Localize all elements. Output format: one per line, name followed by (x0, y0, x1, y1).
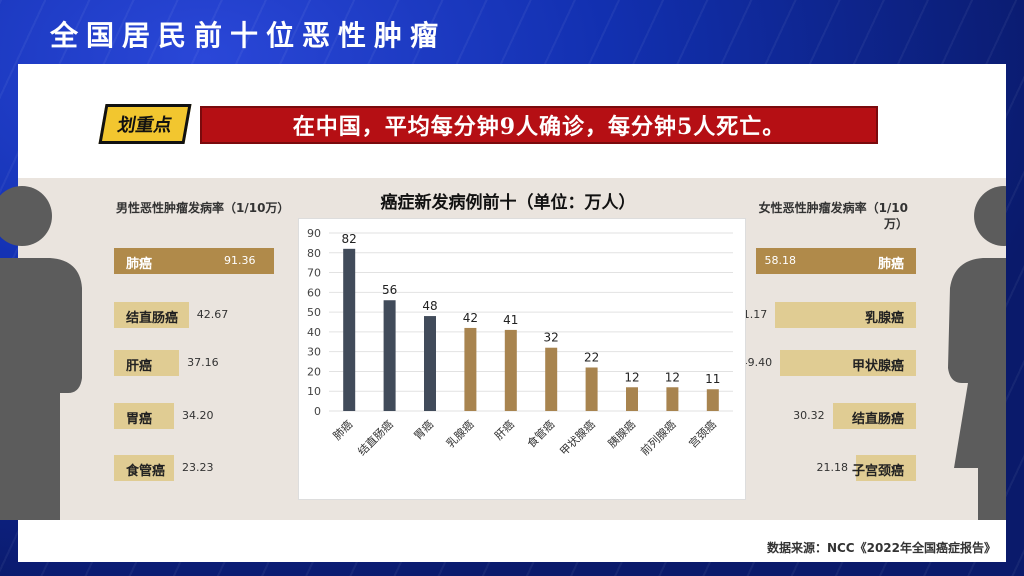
bar-label: 子宫颈癌 (851, 464, 904, 479)
headline-banner: 在中国，平均每分钟9人确诊，每分钟5人死亡。 (200, 106, 878, 144)
bar-value: 30.32 (793, 409, 825, 422)
bar-label: 胃癌 (126, 412, 153, 427)
bar-value-label: 41 (503, 313, 518, 327)
main-panel: 划重点 在中国，平均每分钟9人确诊，每分钟5人死亡。 男性恶性肿瘤发病率（1/1… (0, 64, 1006, 562)
y-tick-label: 40 (307, 326, 321, 339)
y-tick-label: 60 (307, 286, 321, 299)
badge-text: 划重点 (115, 115, 174, 136)
bar-chart: 0 10 20 30 40 50 60 70 80 90 82 肺癌 56 结直肠癌 48 胃癌 42 乳腺癌 41… (307, 227, 733, 458)
x-tick-label: 肝癌 (491, 417, 516, 442)
bar (585, 367, 598, 411)
bar (464, 327, 477, 411)
y-tick-label: 50 (307, 306, 321, 319)
bar-value: 91.36 (224, 254, 256, 267)
y-tick-label: 70 (307, 267, 321, 280)
bar (545, 347, 558, 411)
bar-label: 结直肠癌 (126, 311, 179, 326)
y-tick-label: 0 (314, 405, 321, 418)
bar-fill (856, 455, 916, 481)
data-source: 数据来源：NCC《2022年全国癌症报告》 (766, 541, 996, 555)
bar-fill (114, 455, 174, 481)
y-tick-label: 90 (307, 227, 321, 240)
bar-label: 肺癌 (877, 257, 904, 272)
bar-value: 21.18 (816, 461, 849, 474)
y-tick-label: 20 (307, 365, 321, 378)
x-tick-label: 肺癌 (330, 417, 355, 442)
bar-value-label: 48 (422, 299, 437, 313)
bar-fill (780, 350, 916, 376)
bar-fill (114, 302, 189, 328)
bar-label: 乳腺癌 (864, 311, 904, 326)
bar (424, 316, 436, 411)
x-tick-label: 胃癌 (411, 417, 436, 442)
bar-value-label: 11 (705, 372, 720, 386)
bar (383, 300, 396, 411)
bar-fill (832, 403, 916, 429)
y-tick-label: 10 (307, 385, 321, 398)
bar-row: 结直肠癌 30.32 (740, 403, 916, 429)
bar-fill (114, 403, 174, 429)
bar-fill (114, 350, 180, 376)
bar-row: 甲状腺癌 49.40 (740, 350, 916, 376)
x-tick-label: 结直肠癌 (355, 417, 396, 458)
bar-value-label: 56 (382, 283, 397, 297)
bar-row: 子宫颈癌 21.18 (740, 455, 916, 481)
bar (706, 389, 719, 411)
bar-row: 乳腺癌 51.17 (736, 302, 916, 328)
chart-area: 0 10 20 30 40 50 60 70 80 90 82 肺癌 56 结直肠癌 48 胃癌 42 乳腺癌 41… (298, 218, 746, 500)
highlight-badge: 划重点 (98, 104, 192, 144)
bar-value: 23.23 (182, 461, 214, 474)
bar (343, 248, 356, 411)
male-panel-title: 男性恶性肿瘤发病率（1/10万） (116, 201, 290, 215)
bar-row: 肝癌 37.16 (114, 350, 284, 376)
bar-value: 58.18 (764, 254, 797, 267)
bar-row: 胃癌 34.20 (114, 403, 284, 429)
bar-fill (114, 248, 274, 274)
page-title: 全国居民前十位恶性肿瘤 (50, 19, 447, 52)
female-panel-title: 女性恶性肿瘤发病率（1/10万） (758, 201, 908, 231)
bar-value-label: 12 (665, 370, 680, 384)
female-figure-icon (948, 186, 1006, 520)
bar-fill (756, 248, 916, 274)
x-tick-label: 胰腺癌 (605, 417, 638, 450)
bar-fill (775, 302, 916, 328)
bar-label: 肺癌 (126, 257, 153, 272)
x-tick-label: 前列腺癌 (638, 417, 679, 458)
bar-row: 肺癌 91.36 (114, 248, 284, 274)
male-figure-icon (0, 186, 82, 520)
bar-label: 肝癌 (126, 359, 153, 374)
y-tick-label: 80 (307, 247, 321, 260)
bar (626, 387, 638, 411)
bar-label: 甲状腺癌 (851, 359, 904, 374)
chart-title: 癌症新发病例前十（单位：万人） (380, 193, 636, 213)
x-tick-label: 宫颈癌 (686, 417, 719, 450)
x-tick-label: 甲状腺癌 (557, 417, 598, 458)
bar-value-label: 22 (584, 350, 599, 364)
bar-value: 37.16 (187, 356, 219, 369)
bar-value-label: 82 (342, 232, 357, 246)
bar-value-label: 42 (463, 311, 478, 325)
y-tick-label: 30 (307, 346, 321, 359)
bar (504, 329, 517, 411)
content-area: 男性恶性肿瘤发病率（1/10万） 肺癌 91.36 结直肠癌 42.67 肝癌 37.16… (0, 178, 1006, 520)
bar-value: 49.40 (740, 356, 773, 369)
x-tick-label: 食管癌 (524, 417, 557, 450)
bar-value: 34.20 (182, 409, 214, 422)
bar (666, 387, 679, 411)
bar-label: 结直肠癌 (851, 412, 904, 427)
bar-value-label: 12 (624, 370, 639, 384)
bar-row: 食管癌 23.23 (114, 455, 284, 481)
x-tick-label: 乳腺癌 (443, 417, 476, 450)
bar-row: 结直肠癌 42.67 (114, 302, 284, 328)
bar-value: 42.67 (196, 308, 229, 321)
headline-text: 在中国，平均每分钟9人确诊，每分钟5人死亡。 (292, 114, 786, 140)
bar-row: 肺癌 58.18 (740, 248, 916, 274)
bar-label: 食管癌 (126, 464, 166, 479)
bar-value-label: 32 (544, 331, 559, 345)
